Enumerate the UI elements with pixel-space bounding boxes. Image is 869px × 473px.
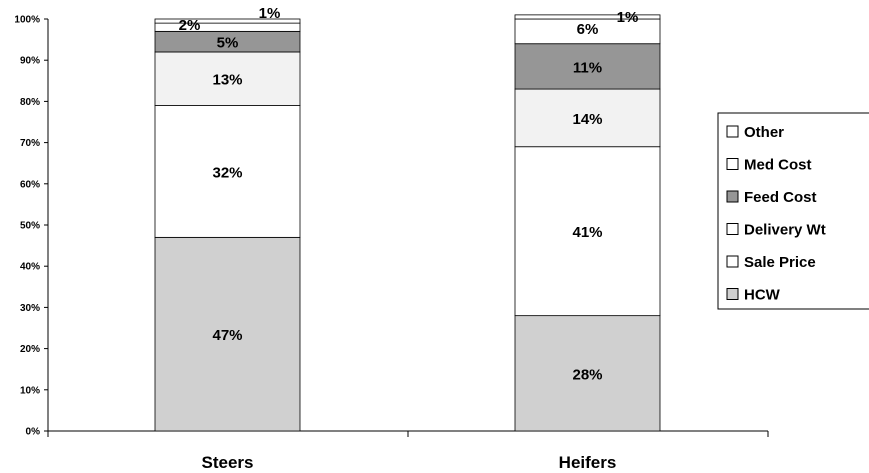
y-tick-label: 0% (26, 427, 41, 438)
y-tick-label: 30% (20, 303, 40, 314)
bar-segment-steers-delivery-wt (154, 105, 301, 238)
bar-segment-heifers-other (514, 18, 661, 45)
data-label: 1% (259, 5, 281, 22)
data-label: 47% (212, 327, 242, 344)
y-tick-label: 60% (20, 179, 40, 190)
data-label: 14% (572, 111, 602, 128)
y-tick-label: 20% (20, 344, 40, 355)
legend-label-delivery-wt: Delivery Wt (744, 222, 826, 239)
legend-label-other: Other (744, 124, 784, 141)
legend-swatch-delivery-wt (726, 223, 739, 235)
data-label: 28% (572, 366, 602, 383)
legend-label-hcw: HCW (744, 287, 781, 304)
legend-swatch-other (726, 125, 739, 138)
y-tick-label: 40% (20, 262, 40, 273)
x-category-label: Steers (202, 453, 254, 472)
legend-swatch-feed-cost (726, 190, 739, 203)
bar-segment-steers-other (154, 22, 301, 32)
bars (154, 14, 661, 432)
legend: Other Med Cost Feed Cost Delivery Wt Sale Pr… (717, 112, 869, 310)
data-label: 41% (572, 224, 602, 241)
bar-segment-steers-top (154, 18, 301, 24)
bar-segment-heifers-top (514, 14, 661, 20)
bar-segment-steers-feed-cost (154, 51, 301, 106)
legend-swatch-sale-price (726, 255, 739, 268)
data-label: 11% (573, 59, 602, 76)
y-tick-label: 10% (20, 385, 40, 396)
bar-segment-heifers-feed-cost (514, 88, 661, 148)
legend-box (717, 112, 869, 310)
data-label: 5% (217, 35, 239, 52)
legend-label-med-cost: Med Cost (744, 157, 812, 174)
legend-swatch-med-cost (726, 158, 739, 170)
bar-segment-steers-hcw (154, 236, 301, 432)
data-label: 13% (212, 72, 242, 89)
legend-swatch-hcw (726, 288, 739, 300)
y-tick-label: 70% (20, 138, 40, 149)
data-label: 6% (577, 21, 599, 38)
x-category-label: Heifers (559, 453, 617, 472)
bar-segment-heifers-hcw (514, 315, 661, 432)
y-tick-label: 50% (20, 221, 40, 232)
legend-label-feed-cost: Feed Cost (744, 189, 817, 206)
data-label: 1% (617, 9, 639, 26)
data-label: 2% (179, 17, 201, 34)
data-label: 32% (212, 164, 242, 181)
legend-label-sale-price: Sale Price (744, 254, 816, 271)
axes: 0% 10% 20% 30% 40% 50% 60% 70% 80% 90% 100% Steers H… (14, 15, 769, 472)
y-tick-label: 80% (20, 97, 40, 108)
data-labels: 47% 32% 13% 5% 2% 1% 28% 41% 14% 11% 6% 1% (179, 5, 639, 383)
bar-segment-heifers-med-cost (514, 43, 661, 90)
y-tick-label: 100% (14, 15, 40, 26)
y-tick-label: 90% (20, 56, 40, 67)
